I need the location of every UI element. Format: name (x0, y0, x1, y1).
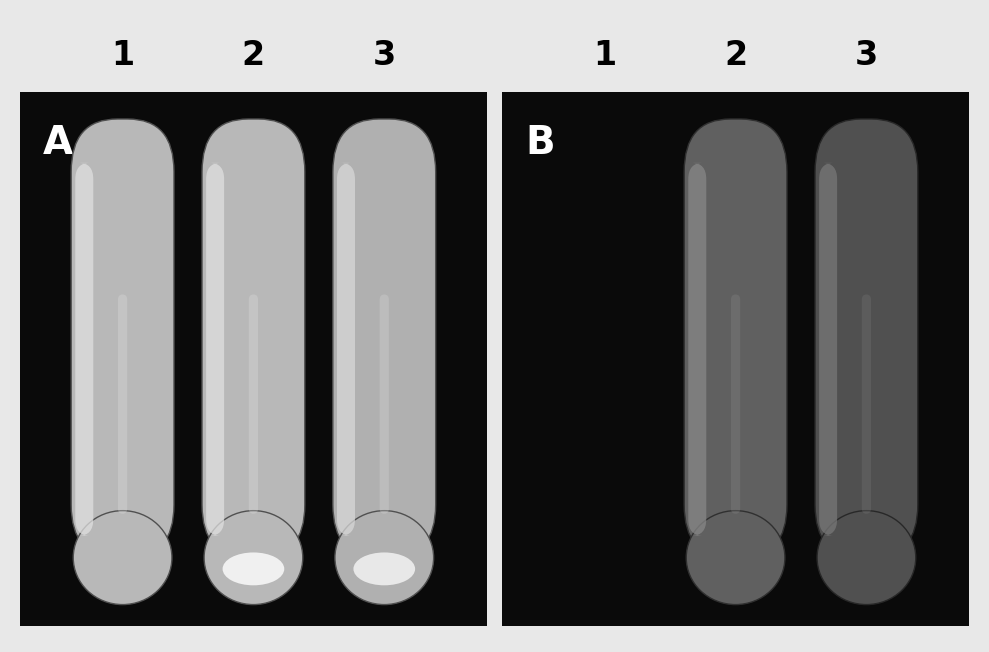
Text: 3: 3 (854, 39, 878, 72)
FancyBboxPatch shape (380, 295, 389, 514)
Ellipse shape (204, 511, 303, 604)
Text: A: A (44, 125, 73, 162)
FancyBboxPatch shape (202, 119, 305, 557)
Text: 1: 1 (111, 39, 135, 72)
Text: 2: 2 (724, 39, 747, 72)
FancyBboxPatch shape (75, 163, 93, 536)
Ellipse shape (817, 511, 916, 604)
Ellipse shape (686, 511, 785, 604)
FancyBboxPatch shape (118, 295, 128, 514)
Text: 3: 3 (373, 39, 396, 72)
FancyBboxPatch shape (684, 119, 787, 557)
FancyBboxPatch shape (731, 295, 740, 514)
Ellipse shape (223, 552, 284, 585)
FancyBboxPatch shape (819, 163, 837, 536)
FancyBboxPatch shape (553, 119, 656, 557)
FancyBboxPatch shape (600, 295, 609, 514)
Text: B: B (525, 125, 555, 162)
FancyBboxPatch shape (558, 163, 576, 536)
FancyBboxPatch shape (688, 163, 706, 536)
FancyBboxPatch shape (337, 163, 355, 536)
Ellipse shape (73, 511, 172, 604)
FancyBboxPatch shape (71, 119, 174, 557)
FancyBboxPatch shape (206, 163, 225, 536)
FancyBboxPatch shape (333, 119, 436, 557)
FancyBboxPatch shape (815, 119, 918, 557)
Ellipse shape (335, 511, 433, 604)
Ellipse shape (556, 511, 654, 604)
Text: 1: 1 (593, 39, 616, 72)
Ellipse shape (353, 552, 415, 585)
Text: 2: 2 (242, 39, 265, 72)
FancyBboxPatch shape (861, 295, 871, 514)
FancyBboxPatch shape (249, 295, 258, 514)
